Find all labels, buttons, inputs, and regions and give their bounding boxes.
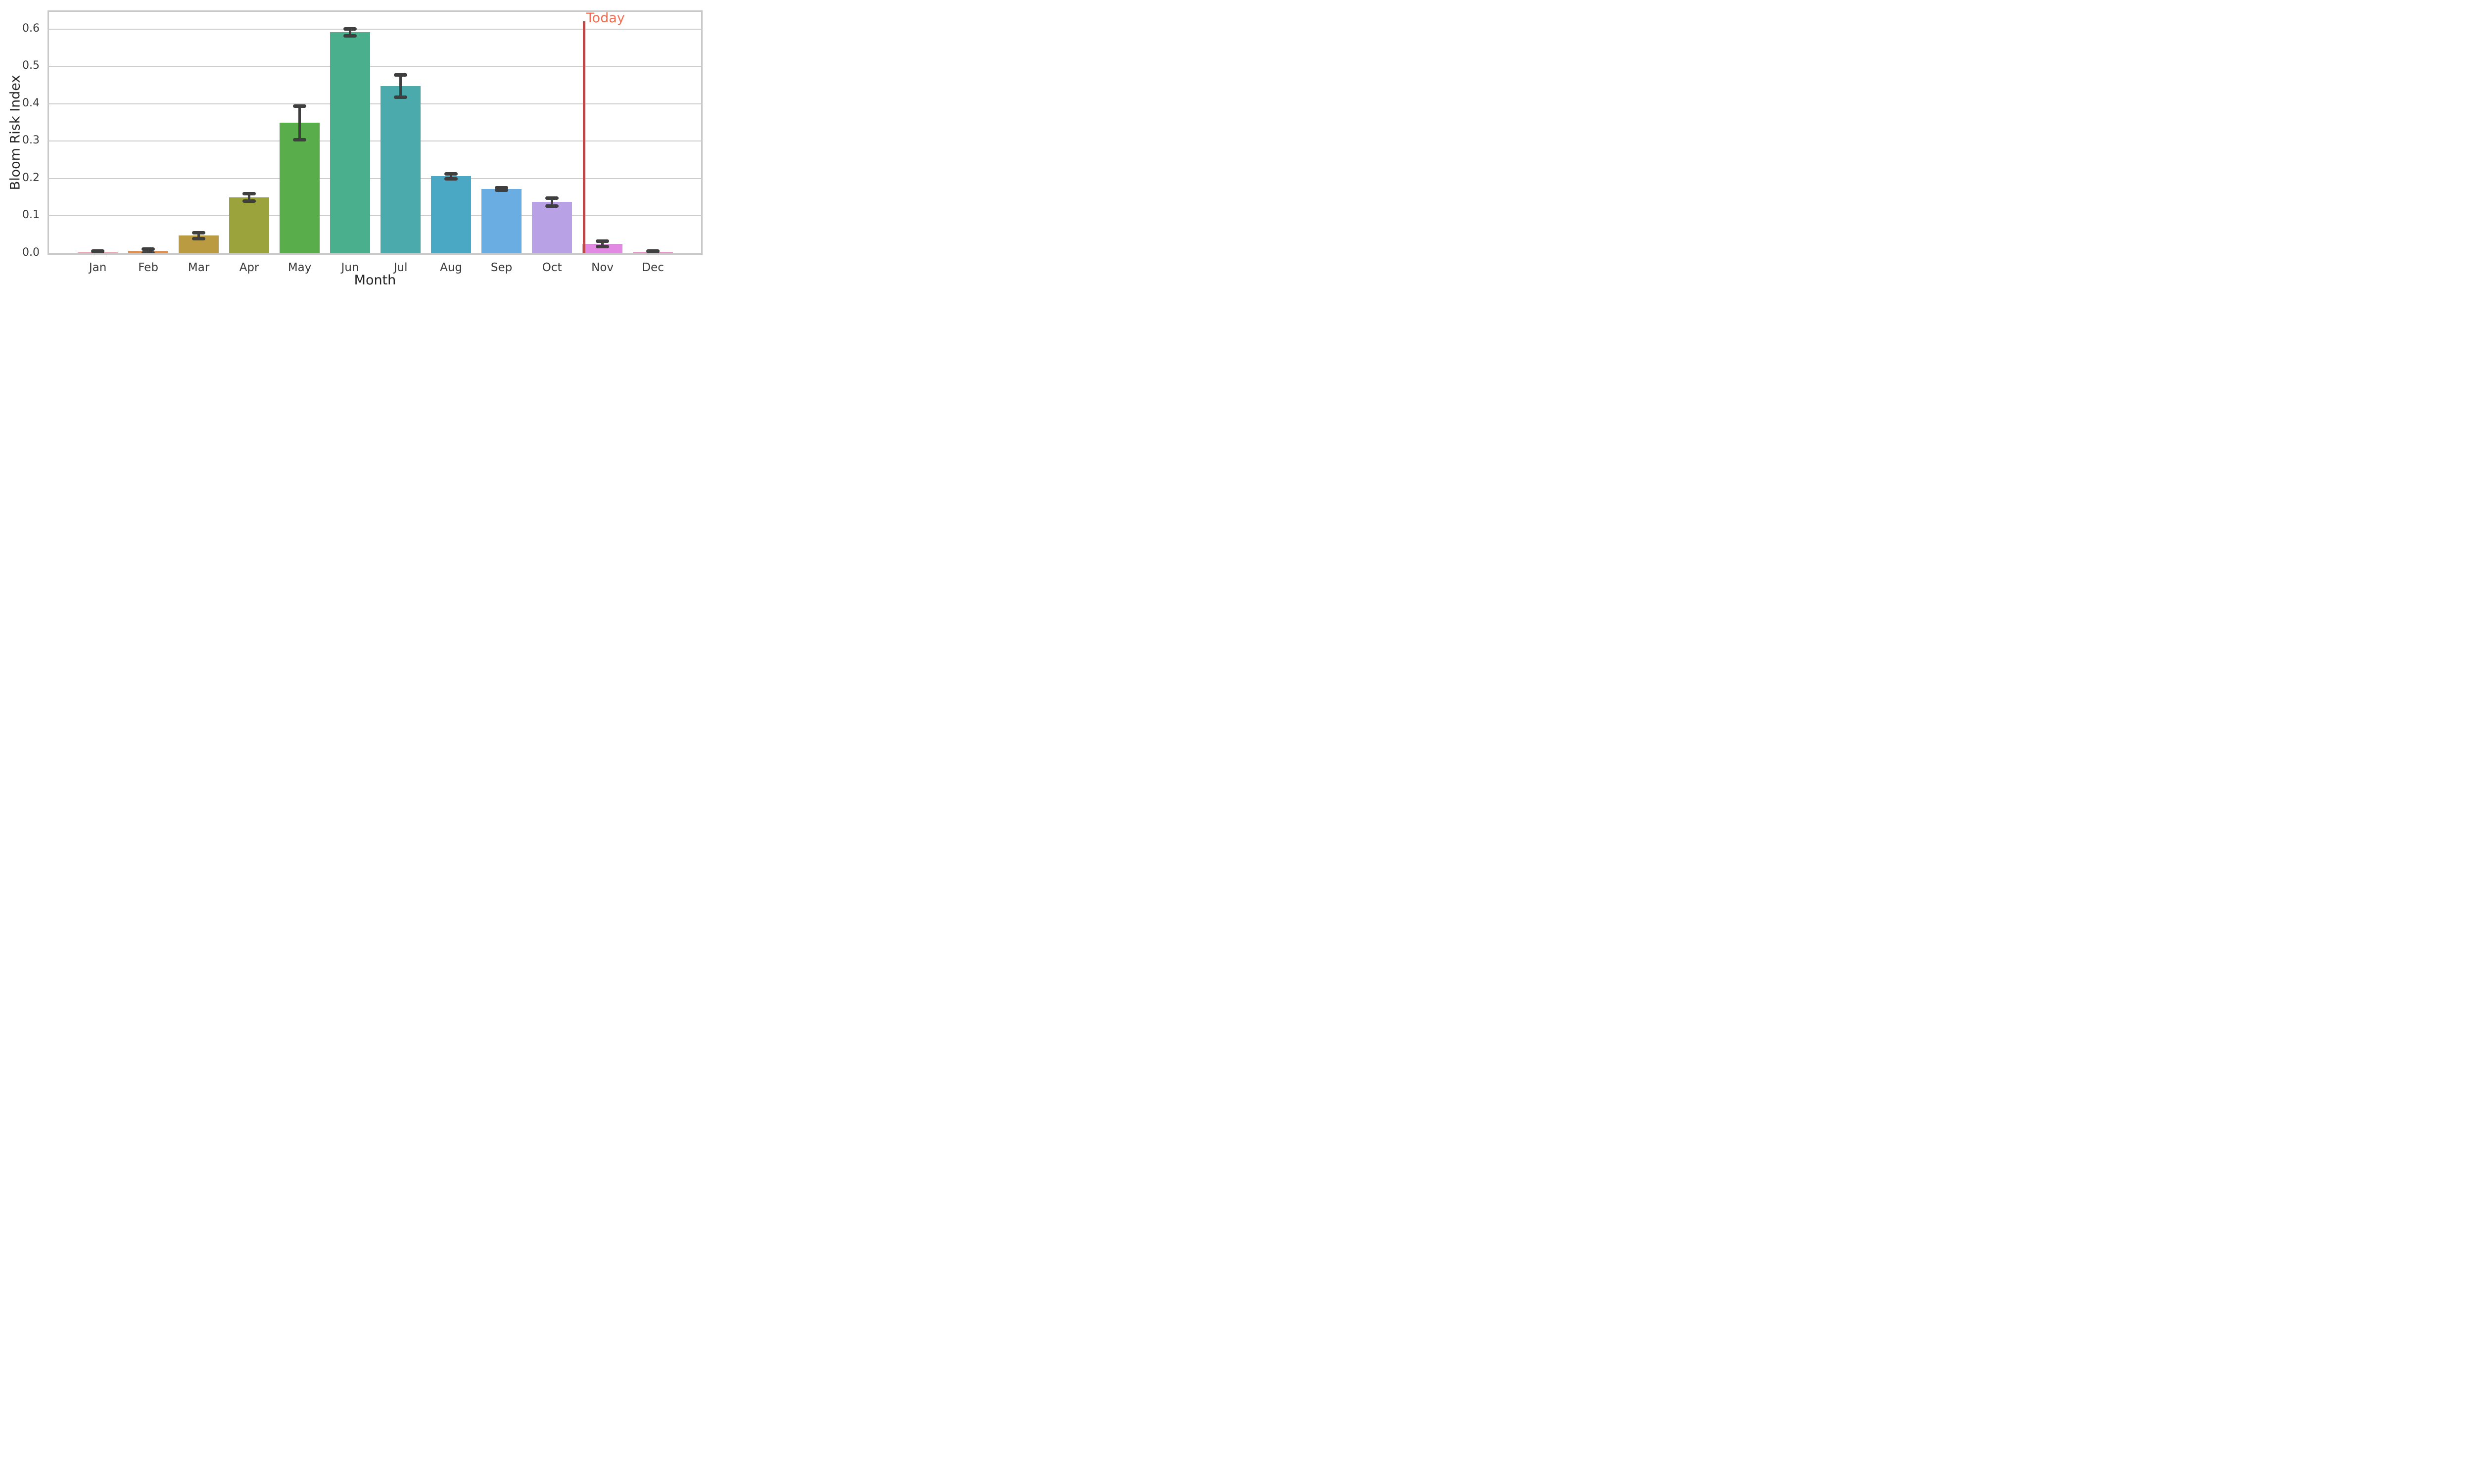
error-bar-stem-oct [551, 198, 554, 206]
bloom-risk-chart: 0.0 0.1 0.2 0.3 0.4 0.5 0.6 Jan Feb Mar Apr May Jun J… [0, 0, 713, 297]
y-gridline-0.6 [48, 28, 703, 30]
y-axis-label: Bloom Risk Index [7, 75, 23, 190]
y-tick-label-0.1: 0.1 [22, 209, 40, 222]
error-bar-cap-top-jun [343, 27, 357, 31]
error-bar-cap-bottom-jul [394, 95, 408, 99]
error-bar-cap-bottom-sep [495, 188, 509, 192]
plot-area [48, 10, 703, 255]
x-tick-label-mar: Mar [188, 261, 210, 274]
x-tick-label-jan: Jan [89, 261, 107, 274]
y-gridline-0.4 [48, 103, 703, 104]
error-bar-stem-jun [349, 29, 352, 36]
error-bar-stem-may [298, 106, 301, 140]
bar-nov [582, 244, 623, 253]
x-tick-label-aug: Aug [440, 261, 463, 274]
x-tick-label-oct: Oct [542, 261, 562, 274]
bar-oct [532, 202, 572, 253]
bar-sep [481, 189, 522, 253]
error-bar-cap-bottom-oct [545, 204, 559, 208]
error-bar-stem-nov [601, 241, 604, 247]
x-axis-label: Month [354, 273, 396, 288]
x-tick-label-jun: Jun [341, 261, 359, 274]
error-bar-cap-bottom-feb [142, 251, 155, 255]
y-tick-label-0.2: 0.2 [22, 171, 40, 184]
error-bar-cap-bottom-may [293, 138, 307, 141]
y-gridline-0.2 [48, 178, 703, 179]
error-bar-cap-top-sep [495, 186, 509, 190]
y-tick-label-0.3: 0.3 [22, 134, 40, 147]
bar-may [280, 123, 320, 253]
y-tick-label-0.0: 0.0 [22, 246, 40, 259]
x-axis-spine [48, 253, 703, 255]
bar-apr [229, 197, 270, 253]
bar-jun [330, 32, 371, 253]
error-bar-cap-top-dec [646, 249, 660, 253]
y-gridline-0.5 [48, 66, 703, 67]
error-bar-cap-top-aug [444, 172, 458, 176]
x-tick-label-sep: Sep [490, 261, 513, 274]
x-tick-label-feb: Feb [138, 261, 158, 274]
error-bar-cap-top-may [293, 104, 307, 108]
bar-aug [431, 176, 472, 253]
bar-jul [381, 86, 421, 253]
error-bar-stem-aug [450, 174, 453, 179]
today-vline [583, 21, 586, 253]
error-bar-stem-jul [399, 75, 402, 97]
error-bar-cap-top-jul [394, 73, 408, 77]
error-bar-stem-feb [147, 249, 150, 253]
x-tick-label-jul: Jul [393, 261, 408, 274]
error-bar-cap-bottom-jun [343, 34, 357, 38]
error-bar-cap-top-feb [142, 247, 155, 251]
error-bar-cap-bottom-apr [242, 199, 256, 203]
y-gridline-0.3 [48, 140, 703, 142]
error-bar-cap-bottom-aug [444, 177, 458, 181]
x-tick-label-dec: Dec [642, 261, 664, 274]
error-bar-stem-mar [197, 232, 200, 239]
today-annotation-label: Today [586, 10, 625, 26]
error-bar-cap-top-nov [596, 239, 610, 243]
x-tick-label-apr: Apr [239, 261, 259, 274]
error-bar-cap-top-jan [91, 249, 105, 253]
error-bar-cap-bottom-mar [192, 237, 206, 241]
error-bar-cap-top-mar [192, 231, 206, 234]
y-tick-label-0.5: 0.5 [22, 59, 40, 72]
y-tick-label-0.4: 0.4 [22, 96, 40, 109]
error-bar-cap-bottom-nov [596, 244, 610, 248]
error-bar-cap-top-oct [545, 196, 559, 200]
y-tick-label-0.6: 0.6 [22, 22, 40, 35]
error-bar-stem-apr [248, 193, 251, 201]
x-tick-label-nov: Nov [591, 261, 614, 274]
error-bar-cap-top-apr [242, 192, 256, 196]
y-gridline-0.1 [48, 215, 703, 217]
x-tick-label-may: May [287, 261, 312, 274]
